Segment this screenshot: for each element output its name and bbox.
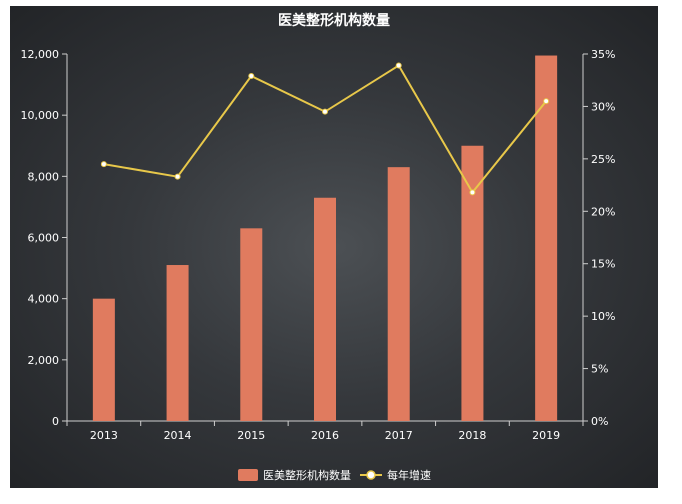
chart-panel: 医美整形机构数量 0 2,000 4,000 6,000 8,000 10,000 12,0… [10, 6, 658, 488]
growth-point [248, 73, 255, 80]
chart-title: 医美整形机构数量 [278, 12, 390, 29]
legend-bar-swatch [238, 469, 258, 481]
right-tick-label: 10% [591, 310, 615, 323]
bar [535, 55, 558, 421]
growth-point [469, 189, 476, 196]
axes-layer: 0 2,000 4,000 6,000 8,000 10,000 12,000 0% 5% 10%… [21, 48, 616, 442]
legend[interactable]: 医美整形机构数量 每年增速 [238, 468, 431, 482]
legend-line-marker [366, 470, 376, 480]
x-tick-label: 2015 [237, 429, 265, 442]
growth-point [395, 62, 402, 69]
x-tick-label: 2017 [385, 429, 413, 442]
x-tick-label: 2019 [532, 429, 560, 442]
chart-svg: 医美整形机构数量 0 2,000 4,000 6,000 8,000 10,000 12,0… [21, 12, 616, 482]
growth-point [100, 161, 107, 168]
x-tick-label: 2018 [458, 429, 486, 442]
bars-layer [92, 55, 558, 421]
bar [92, 298, 115, 421]
left-tick-label: 12,000 [21, 48, 60, 61]
bar [166, 265, 189, 421]
left-tick-label: 0 [52, 415, 59, 428]
left-tick-label: 6,000 [28, 232, 60, 245]
legend-bar-label: 医美整形机构数量 [263, 468, 351, 482]
left-tick-label: 10,000 [21, 109, 60, 122]
right-tick-label: 20% [591, 205, 615, 218]
x-tick-label: 2016 [311, 429, 339, 442]
right-tick-label: 35% [591, 48, 615, 61]
growth-point [174, 173, 181, 180]
legend-line-label: 每年增速 [387, 468, 431, 482]
right-tick-label: 5% [591, 363, 608, 376]
left-tick-label: 4,000 [28, 293, 60, 306]
bar [314, 197, 336, 421]
growth-point [322, 108, 328, 115]
bar [461, 145, 484, 421]
left-tick-label: 8,000 [28, 170, 60, 183]
x-tick-label: 2013 [90, 429, 118, 442]
growth-point [543, 98, 550, 105]
bar [387, 167, 410, 421]
right-tick-label: 0% [591, 415, 608, 428]
left-tick-label: 2,000 [28, 354, 60, 367]
line-layer [100, 62, 550, 196]
right-tick-label: 30% [591, 100, 615, 113]
x-tick-label: 2014 [164, 429, 192, 442]
right-tick-label: 25% [591, 153, 615, 166]
bar [240, 228, 263, 421]
right-tick-label: 15% [591, 258, 615, 271]
